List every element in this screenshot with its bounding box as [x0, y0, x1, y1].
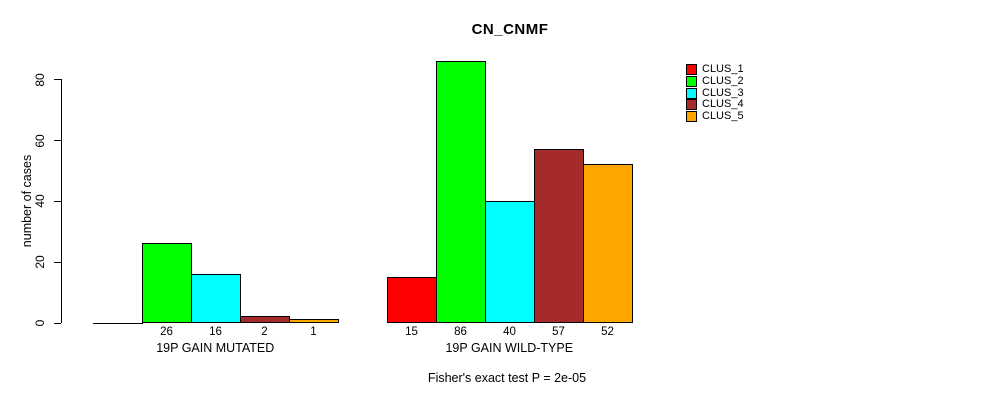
- bar-value-clus_5-group1: 1: [310, 326, 317, 338]
- footnote-text: Fisher's exact test P = 2e-05: [427, 371, 587, 385]
- legend-row-clus_2: CLUS_2: [686, 76, 744, 88]
- bar-clus_3-group1: [191, 273, 241, 324]
- group-label-1: 19P GAIN MUTATED: [156, 341, 275, 355]
- legend-label-clus_1: CLUS_1: [702, 63, 744, 76]
- legend-row-clus_1: CLUS_1: [686, 64, 744, 76]
- bar-clus_5-group1: [289, 319, 339, 324]
- legend-row-clus_3: CLUS_3: [686, 87, 744, 99]
- y-tick-20: [54, 261, 61, 263]
- legend-swatch-clus_3: [686, 87, 697, 99]
- legend-swatch-clus_4: [686, 99, 697, 111]
- legend-label-clus_3: CLUS_3: [702, 86, 744, 99]
- y-tick-0: [54, 322, 61, 324]
- y-tick-label-40: 40: [33, 194, 47, 209]
- bar-value-clus_2-group2: 86: [454, 326, 467, 338]
- bar-clus_1-group1: [93, 322, 143, 324]
- y-tick-80: [54, 79, 61, 81]
- bar-value-clus_5-group2: 52: [601, 326, 614, 338]
- y-tick-label-60: 60: [33, 133, 47, 148]
- legend: CLUS_1 CLUS_2 CLUS_3 CLUS_4 CLUS_5: [686, 64, 744, 123]
- bar-clus_4-group2: [534, 149, 584, 324]
- legend-swatch-clus_1: [686, 64, 697, 76]
- bar-value-clus_4-group2: 57: [552, 326, 565, 338]
- y-tick-label-80: 80: [33, 73, 47, 87]
- bar-value-clus_3-group1: 16: [209, 326, 222, 338]
- y-axis-line: [61, 79, 62, 324]
- y-tick-label-0: 0: [33, 319, 47, 327]
- bar-clus_1-group2: [387, 276, 437, 324]
- y-tick-label-20: 20: [33, 255, 47, 269]
- bar-value-clus_4-group1: 2: [261, 326, 268, 338]
- y-tick-40: [54, 200, 61, 202]
- bar-clus_4-group1: [240, 316, 290, 324]
- bar-clus_2-group1: [142, 243, 192, 324]
- bar-value-clus_3-group2: 40: [503, 326, 516, 338]
- bar-value-clus_2-group1: 26: [160, 326, 173, 338]
- legend-label-clus_4: CLUS_4: [702, 98, 744, 111]
- bar-clus_5-group2: [583, 164, 633, 324]
- legend-row-clus_5: CLUS_5: [686, 111, 744, 123]
- legend-row-clus_4: CLUS_4: [686, 99, 744, 111]
- legend-label-clus_5: CLUS_5: [702, 110, 744, 123]
- legend-label-clus_2: CLUS_2: [702, 75, 744, 88]
- bar-value-clus_1-group2: 15: [405, 326, 418, 338]
- legend-swatch-clus_5: [686, 111, 697, 123]
- bar-clus_2-group2: [436, 61, 486, 324]
- group-label-2: 19P GAIN WILD-TYPE: [445, 341, 574, 355]
- chart-title: CN_CNMF: [471, 21, 549, 38]
- legend-swatch-clus_2: [686, 76, 697, 88]
- y-axis-label: number of cases: [20, 154, 34, 248]
- bar-clus_3-group2: [485, 200, 535, 324]
- y-tick-60: [54, 140, 61, 142]
